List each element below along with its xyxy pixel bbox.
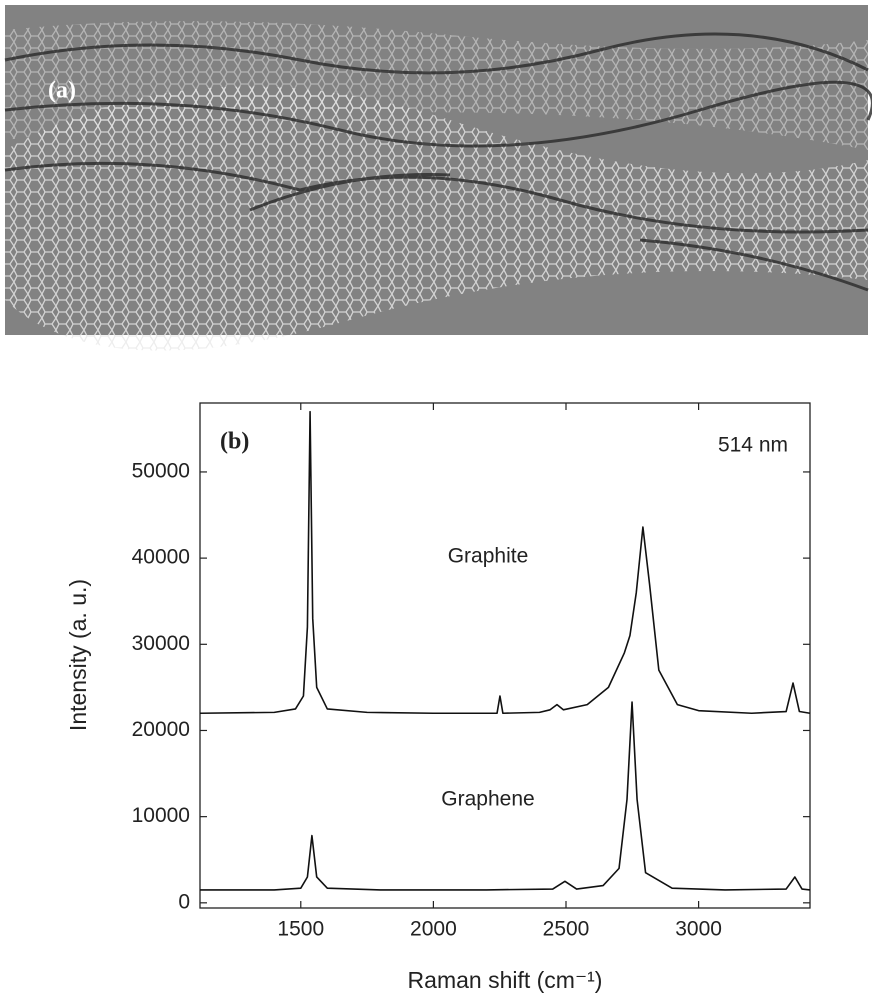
y-tick-label: 20000: [132, 718, 190, 741]
y-tick-label: 0: [178, 890, 190, 913]
annotation: 514 nm: [718, 434, 788, 457]
plot-frame: [200, 403, 810, 908]
x-tick-label: 2000: [410, 918, 457, 941]
y-tick-label: 30000: [132, 632, 190, 655]
x-axis-label: Raman shift (cm⁻¹): [408, 967, 603, 993]
y-tick-label: 40000: [132, 546, 190, 569]
panel-a-image: (a): [5, 5, 872, 351]
panel-label: (b): [220, 429, 249, 455]
annotation: Graphene: [441, 788, 534, 811]
y-tick-label: 50000: [132, 459, 190, 482]
y-tick-label: 10000: [132, 804, 190, 827]
annotation: Graphite: [448, 545, 529, 568]
x-tick-label: 1500: [277, 918, 324, 941]
x-tick-label: 3000: [675, 918, 722, 941]
figure: (a) (b) 514 nm Graphite Graphene Raman s…: [0, 0, 872, 1003]
panel-label: (a): [48, 78, 76, 104]
x-tick-label: 2500: [543, 918, 590, 941]
y-axis-label: Intensity (a. u.): [65, 579, 91, 731]
